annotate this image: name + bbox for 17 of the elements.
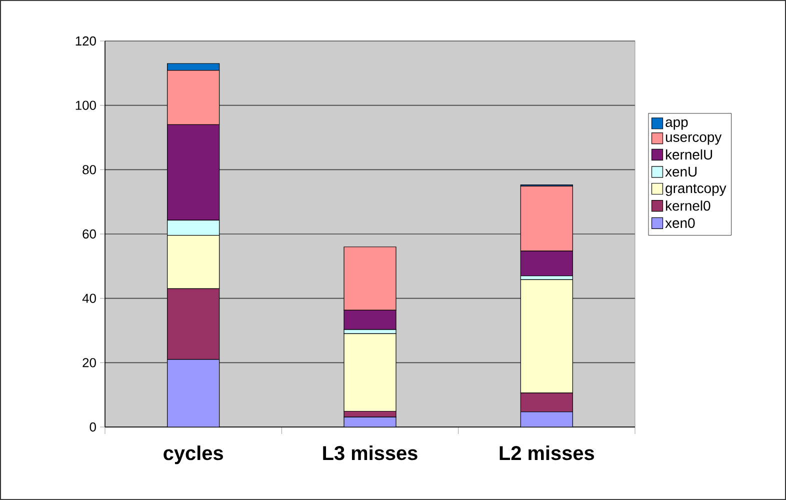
y-tick-label: 100 — [76, 100, 96, 110]
legend-label: usercopy — [666, 134, 722, 145]
y-tick-label: 80 — [82, 165, 96, 174]
y-tick-label: 60 — [82, 229, 96, 239]
legend-label: app — [666, 119, 688, 130]
legend-label: xenU — [665, 166, 697, 177]
y-tick-label: 20 — [82, 358, 96, 368]
legend-label: kernelU — [666, 149, 712, 160]
y-tick-label: 120 — [76, 36, 96, 46]
y-tick-label: 0 — [90, 422, 96, 432]
y-tick-label: 40 — [82, 294, 96, 303]
x-tick-label: L2 misses — [500, 446, 594, 460]
x-tick-label: cycles — [164, 446, 223, 464]
legend-label: grantcopy — [666, 184, 726, 196]
legend-label: kernel0 — [666, 200, 710, 211]
x-tick-label: L3 misses — [323, 446, 418, 460]
legend-label: xen0 — [665, 218, 695, 228]
